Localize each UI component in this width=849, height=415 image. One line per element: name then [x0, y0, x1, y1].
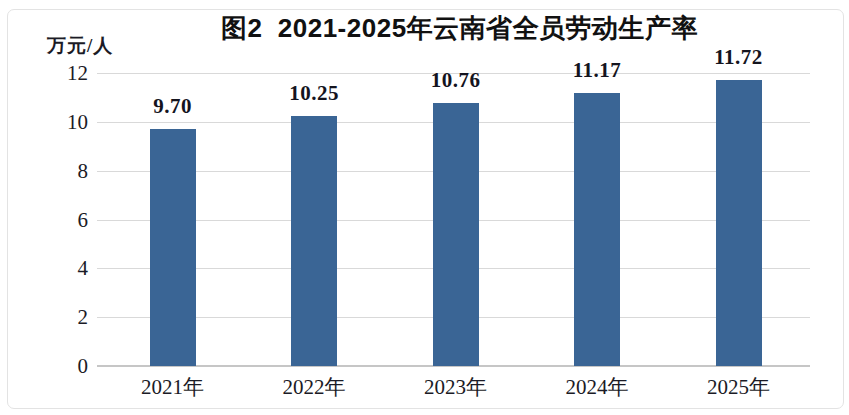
- y-axis-tick-label: 4: [0, 256, 88, 280]
- x-axis-category-label: 2025年: [684, 376, 794, 398]
- y-axis-tick-label: 12: [0, 61, 88, 85]
- y-axis-tick-label: 0: [0, 354, 88, 378]
- chart-title: 图2 2021-2025年云南省全员劳动生产率: [80, 11, 839, 46]
- bar-value-label: 10.76: [401, 69, 511, 91]
- chart-canvas: 图2 2021-2025年云南省全员劳动生产率 万元/人 0 2 4 6 8 10 12 9.…: [0, 0, 849, 415]
- bar: [716, 80, 762, 366]
- bar-value-label: 11.17: [542, 59, 652, 81]
- bar-value-label: 9.70: [118, 95, 228, 117]
- y-axis-tick-label: 8: [0, 159, 88, 183]
- bar: [574, 93, 620, 366]
- y-axis-tick-label: 2: [0, 305, 88, 329]
- x-axis-category-label: 2023年: [401, 376, 511, 398]
- bar-value-label: 11.72: [684, 46, 794, 68]
- bar: [433, 103, 479, 366]
- x-axis-category-label: 2024年: [542, 376, 652, 398]
- y-axis-tick-label: 6: [0, 208, 88, 232]
- x-axis-category-label: 2021年: [118, 376, 228, 398]
- x-axis-category-label: 2022年: [259, 376, 369, 398]
- y-axis-unit-label: 万元/人: [47, 33, 113, 59]
- y-axis-tick-label: 10: [0, 110, 88, 134]
- bar: [150, 129, 196, 366]
- bar-value-label: 10.25: [259, 82, 369, 104]
- bar: [291, 116, 337, 366]
